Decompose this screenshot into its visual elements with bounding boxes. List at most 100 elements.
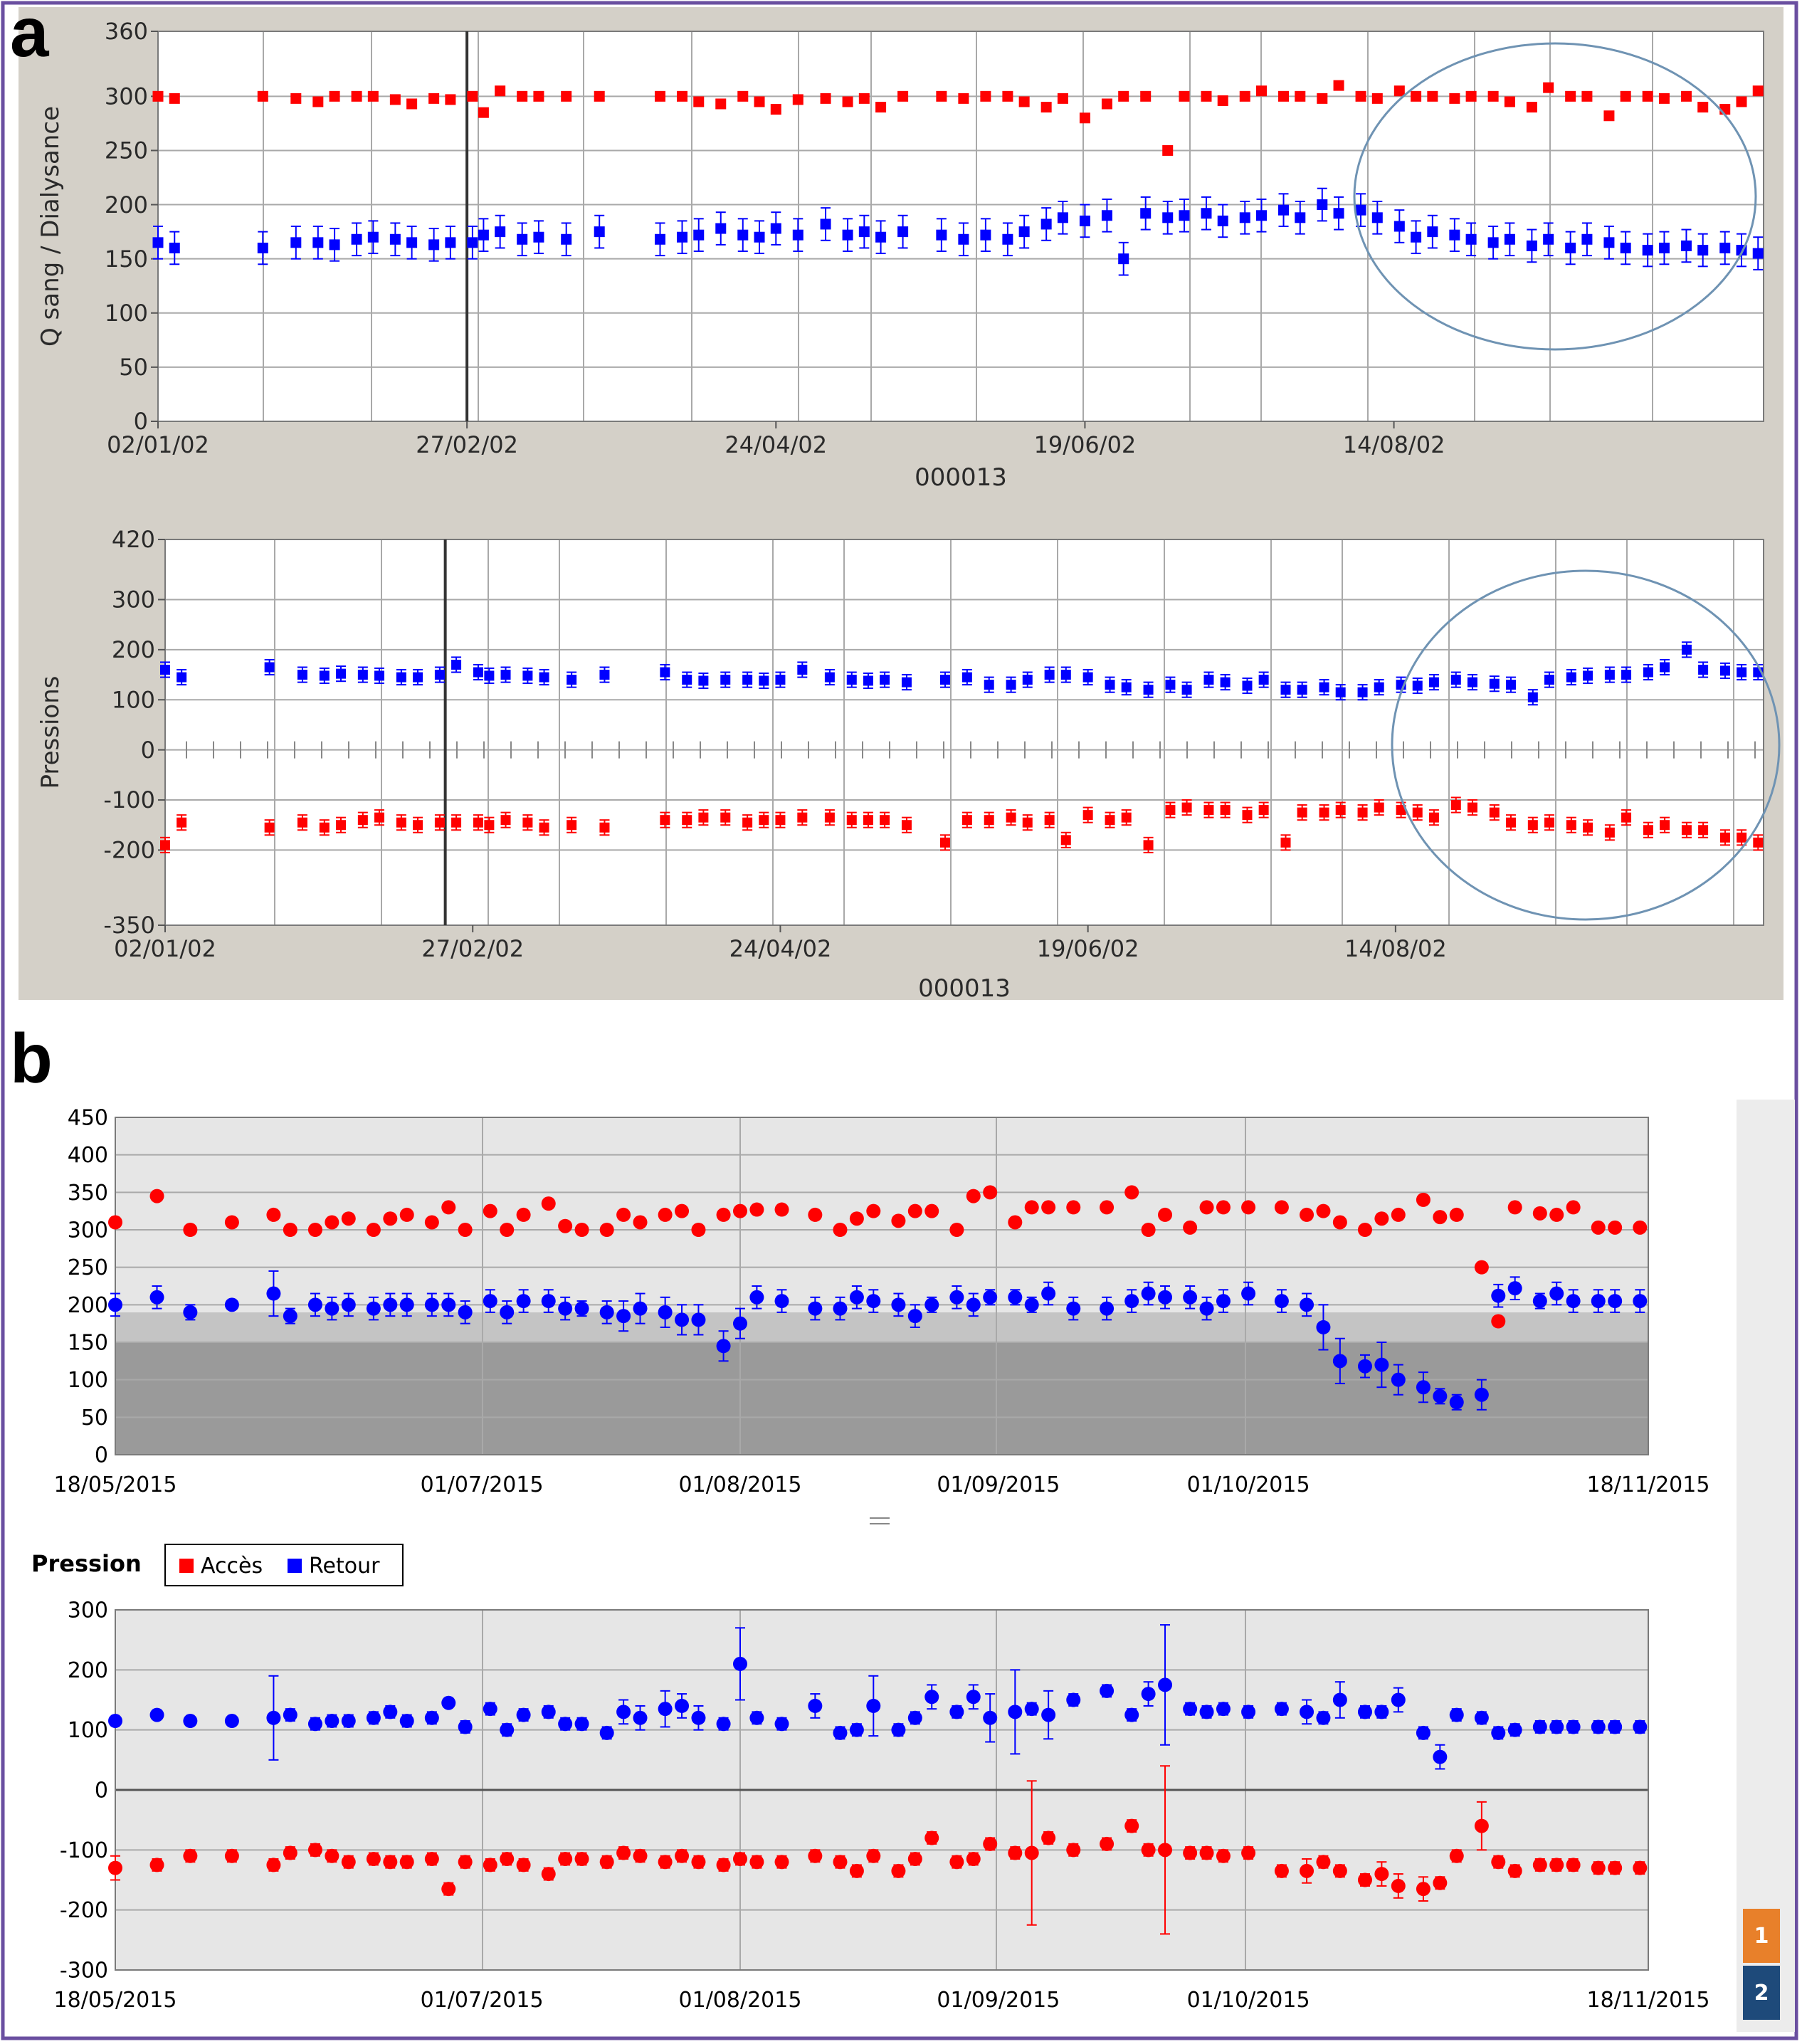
data-point — [1374, 802, 1384, 813]
data-point — [1603, 110, 1615, 122]
data-point — [1241, 1705, 1256, 1719]
data-point — [842, 96, 853, 107]
data-point — [558, 1717, 573, 1732]
data-point — [1300, 1863, 1314, 1878]
data-point — [1079, 112, 1090, 124]
data-point — [1316, 1319, 1331, 1334]
data-point — [1335, 687, 1346, 697]
y-tick-label: 450 — [68, 1106, 108, 1131]
series-1 — [160, 796, 1764, 853]
data-point — [1753, 837, 1764, 848]
data-point — [691, 1312, 706, 1327]
data-point — [949, 1290, 964, 1305]
data-point — [1449, 1848, 1464, 1863]
data-point — [1465, 233, 1477, 245]
data-point — [936, 229, 947, 241]
data-point — [907, 1203, 922, 1218]
data-point — [1489, 678, 1500, 689]
data-point — [1140, 208, 1152, 219]
data-point — [1158, 1843, 1173, 1858]
data-point — [797, 665, 808, 675]
data-point — [980, 229, 991, 241]
data-point — [1203, 675, 1214, 685]
data-point — [1295, 90, 1306, 102]
data-point — [1008, 1705, 1023, 1719]
data-point — [1121, 682, 1132, 692]
data-point — [574, 1717, 589, 1732]
data-point — [329, 239, 340, 251]
y-tick-label: -100 — [60, 1838, 108, 1863]
data-point — [458, 1719, 473, 1734]
data-point — [399, 1297, 414, 1312]
data-point — [1355, 90, 1366, 102]
data-point — [1183, 1845, 1198, 1860]
data-point — [1357, 1872, 1372, 1887]
data-point — [1181, 685, 1192, 695]
data-point — [824, 812, 835, 823]
chart-b2-pressure: -300 -200 -100 0 100 200 300 18/05/2015 01/07/20… — [31, 1544, 1709, 2013]
data-point — [1621, 670, 1632, 680]
plot-area — [165, 539, 1764, 925]
series-0 — [108, 1624, 1648, 1770]
data-point — [383, 1211, 398, 1226]
y-tick-label: 50 — [119, 354, 148, 381]
data-point — [341, 1211, 356, 1226]
data-point — [257, 242, 268, 253]
data-point — [1278, 90, 1290, 102]
data-point — [1101, 210, 1112, 221]
panel-b-label: b — [10, 1019, 53, 1097]
data-point — [1274, 1200, 1289, 1215]
data-point — [441, 1695, 456, 1710]
page-number-2[interactable]: 2 — [1743, 1966, 1780, 2020]
data-point — [1566, 820, 1576, 831]
highlight-ellipse — [1353, 42, 1757, 351]
data-point — [676, 231, 687, 243]
data-point — [1416, 1192, 1430, 1207]
data-point — [842, 229, 853, 241]
data-point — [176, 672, 187, 683]
data-point — [1220, 677, 1231, 688]
data-point — [1258, 805, 1269, 816]
data-point — [1256, 210, 1268, 221]
data-point — [1216, 1702, 1231, 1717]
data-point — [891, 1722, 906, 1737]
data-point — [307, 1223, 322, 1237]
data-point — [1591, 1220, 1606, 1235]
data-point — [434, 817, 445, 828]
data-point — [1256, 85, 1268, 97]
page-number-1[interactable]: 1 — [1743, 1909, 1780, 1963]
data-point — [152, 237, 164, 248]
data-point — [958, 93, 969, 104]
data-point — [1565, 242, 1576, 253]
legend-swatch — [179, 1559, 194, 1573]
data-point — [833, 1855, 848, 1870]
data-point — [1566, 1719, 1581, 1734]
data-point — [1433, 1389, 1448, 1403]
data-point — [754, 96, 765, 107]
data-point — [1507, 1722, 1522, 1737]
data-point — [880, 815, 890, 826]
data-point — [1393, 85, 1405, 97]
data-point — [1680, 90, 1692, 102]
data-point — [693, 96, 705, 107]
data-point — [176, 817, 187, 828]
data-point — [1333, 80, 1344, 91]
data-point — [1274, 1294, 1289, 1309]
data-point — [1124, 1707, 1139, 1722]
x-axis-label: 000013 — [915, 463, 1007, 492]
data-point — [1041, 1707, 1056, 1722]
data-point — [483, 1702, 497, 1717]
data-point — [1216, 1200, 1231, 1215]
data-point — [297, 817, 307, 828]
data-point — [1044, 670, 1055, 680]
data-point — [1391, 1878, 1406, 1893]
data-point — [961, 815, 972, 826]
plot-frame — [164, 539, 1764, 926]
data-point — [108, 1215, 122, 1230]
data-point — [891, 1213, 906, 1228]
data-point — [599, 670, 610, 680]
data-point — [1319, 682, 1329, 692]
y-tick-label: -200 — [103, 837, 155, 864]
data-point — [1487, 237, 1499, 248]
data-point — [341, 1714, 356, 1729]
